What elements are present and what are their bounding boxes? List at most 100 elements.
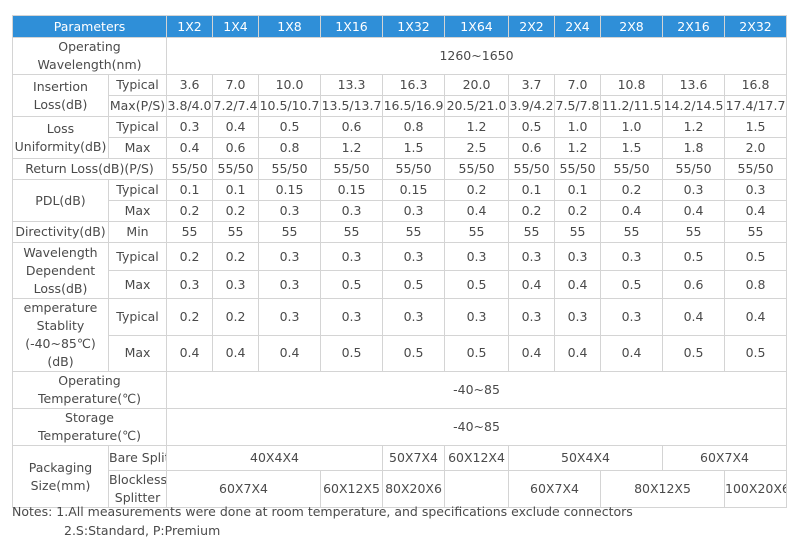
cell: 0.4 [724,200,788,222]
cell: 80X12X5 [600,470,726,508]
cell: 0.5 [258,116,322,138]
value-operating-wavelength: 1260~1650 [166,37,788,75]
cell: 55 [724,221,788,243]
cell: 0.6 [212,137,260,159]
cell: 80X20X6 [382,470,446,508]
cell: 0.4 [212,116,260,138]
header-parameters: Parameters [11,15,168,38]
sublabel-max: Max [107,137,168,159]
cell: 0.4 [554,334,602,372]
cell: 1.5 [382,137,446,159]
cell: 0.5 [662,334,726,372]
cell: 55 [600,221,664,243]
header-row: Parameters 1X2 1X4 1X8 1X16 1X32 1X64 2X… [11,15,788,38]
cell: 1.5 [600,137,664,159]
header-col: 1X2 [166,15,214,38]
cell: 50X7X4 [382,445,446,471]
row-operating-temperature: Operating Temperature(℃) -40~85 [11,371,788,409]
notes: Notes: 1.All measurements were done at r… [12,502,633,540]
cell: 0.3 [382,242,446,271]
cell: 55/50 [724,158,788,180]
row-storage-temperature: Storage Temperature(℃) -40~85 [11,408,788,446]
cell: 0.4 [600,200,664,222]
row-return-loss: Return Loss(dB)(P/S) 55/50 55/50 55/50 5… [11,158,788,180]
cell: 0.3 [212,270,260,299]
cell: 0.8 [382,116,446,138]
cell: 7.5/7.8 [554,95,602,117]
sublabel-max: Max [107,200,168,222]
cell: 3.8/4.0 [166,95,214,117]
cell: 55/50 [444,158,510,180]
header-col: 1X4 [212,15,260,38]
cell: 55/50 [382,158,446,180]
cell: 0.3 [554,242,602,271]
cell: 0.1 [554,179,602,201]
label-packaging-size: Packaging Size(mm) [12,445,109,508]
cell: 0.3 [444,242,510,271]
cell: 1.0 [554,116,602,138]
cell: 0.4 [600,334,664,372]
cell: 0.5 [382,334,446,372]
sublabel-max: Max [107,270,168,299]
label-wavelength-dependent-loss: Wavelength Dependent Loss(dB) [12,242,109,299]
cell: 100X20X6 [724,470,788,508]
row-packaging-blockless: Blockless Splitter 60X7X4 60X12X5 80X20X… [13,470,788,508]
cell: 0.3 [258,298,322,336]
sublabel-min: Min [107,221,168,243]
cell: 0.3 [382,200,446,222]
cell: 0.5 [662,242,726,271]
cell: 7.0 [554,74,602,96]
cell: 55/50 [554,158,602,180]
cell: 0.2 [212,242,260,271]
cell: 20.0 [444,74,510,96]
cell: 13.6 [662,74,726,96]
row-temp-stability-typical: emperature Stablity (-40~85℃)(dB) Typica… [12,298,788,372]
cell: 0.3 [662,179,726,201]
sublabel-typical: Typical [107,298,168,336]
cell: 0.5 [382,270,446,299]
sublabel-blockless-splitter: Blockless Splitter [107,470,168,508]
cell: 16.5/16.9 [382,95,446,117]
cell: 55 [554,221,602,243]
cell: 0.3 [166,270,214,299]
header-col: 2X4 [554,15,602,38]
cell: 1.2 [320,137,384,159]
note-line-2: 2.S:Standard, P:Premium [64,523,221,538]
header-col: 1X8 [258,15,322,38]
cell: 0.6 [662,270,726,299]
cell: 0.4 [166,334,214,372]
sublabel-bare-splitter: Bare Splitter [107,445,168,471]
cell: 13.3 [320,74,384,96]
label-temperature-stability: emperature Stablity (-40~85℃)(dB) [12,298,109,372]
cell: 0.2 [444,179,510,201]
cell: 0.3 [554,298,602,336]
cell: 0.2 [600,179,664,201]
cell: 0.4 [212,334,260,372]
cell: 60X7X4 [166,470,322,508]
cell: 40X4X4 [166,445,384,471]
cell: 0.2 [212,200,260,222]
cell: 14.2/14.5 [662,95,726,117]
cell: 55 [258,221,322,243]
cell: 1.2 [662,116,726,138]
row-pdl-typical: PDL(dB) Typical 0.1 0.1 0.15 0.15 0.15 0… [12,179,788,222]
cell: 2.0 [724,137,788,159]
header-col: 2X2 [508,15,556,38]
cell: 60X12X4 [444,445,510,471]
cell: 0.5 [600,270,664,299]
cell: 0.5 [724,334,788,372]
cell: 0.2 [212,298,260,336]
cell: 20.5/21.0 [444,95,510,117]
cell: 0.4 [508,334,556,372]
spec-table-container: Parameters 1X2 1X4 1X8 1X16 1X32 1X64 2X… [11,15,788,508]
cell: 0.3 [258,200,322,222]
sublabel-typical: Typical [107,179,168,201]
cell: 55 [508,221,556,243]
cell: 0.5 [320,334,384,372]
cell: 0.4 [662,200,726,222]
row-wdl-typical: Wavelength Dependent Loss(dB) Typical 0.… [12,242,788,299]
row-wdl-max: Max 0.3 0.3 0.3 0.5 0.5 0.5 0.4 0.4 0.5 … [13,270,788,299]
cell: 0.5 [320,270,384,299]
row-pdl-max: Max 0.2 0.2 0.3 0.3 0.3 0.4 0.2 0.2 0.4 … [13,200,788,222]
cell: 55/50 [212,158,260,180]
